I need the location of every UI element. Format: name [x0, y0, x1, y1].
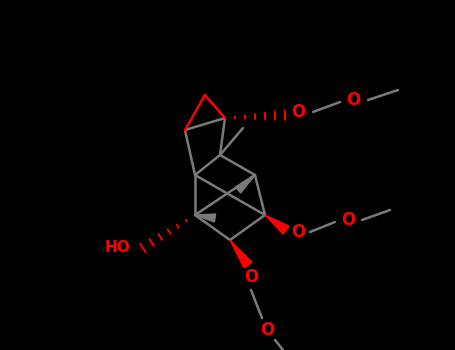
Polygon shape [230, 240, 252, 268]
Text: HO: HO [105, 240, 131, 256]
Polygon shape [195, 214, 216, 222]
Text: O: O [291, 103, 305, 121]
Text: O: O [291, 223, 305, 241]
Text: O: O [341, 211, 355, 229]
Text: O: O [260, 321, 274, 339]
Text: O: O [244, 268, 258, 286]
Polygon shape [265, 215, 289, 234]
Polygon shape [235, 175, 255, 193]
Text: O: O [346, 91, 360, 109]
